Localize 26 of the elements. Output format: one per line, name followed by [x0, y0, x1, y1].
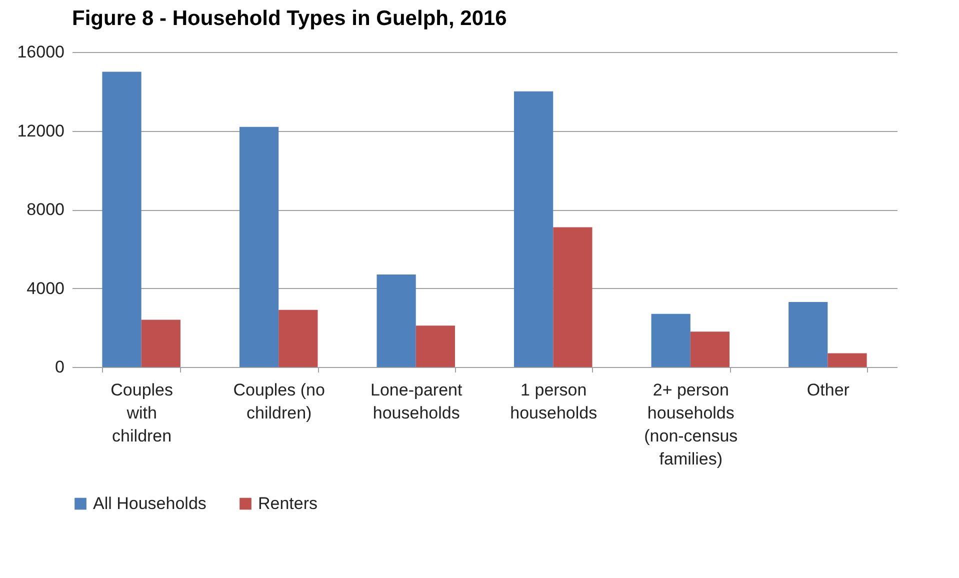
x-tick-label: Other: [806, 380, 850, 400]
y-tick-label: 16000: [17, 42, 64, 62]
y-tick-label: 4000: [26, 278, 64, 298]
bar: [102, 72, 142, 367]
bar: [553, 227, 592, 367]
bar: [278, 310, 318, 367]
x-tick-label: 1 person households: [510, 380, 598, 422]
bar: [690, 332, 730, 367]
bar: [239, 126, 279, 367]
x-tick-label: Couples with children: [110, 380, 174, 446]
bar: [514, 91, 554, 367]
bar: [416, 326, 455, 367]
chart-title: Figure 8 - Household Types in Guelph, 2016: [72, 7, 507, 30]
x-tick-label: 2+ person households (non-census families): [644, 380, 738, 468]
bar: [141, 320, 180, 367]
bar: [828, 353, 867, 367]
y-tick-label: 0: [55, 358, 64, 376]
y-tick-label: 8000: [26, 200, 64, 219]
legend-label: All Households: [93, 494, 206, 513]
y-tick-label: 12000: [17, 121, 64, 140]
x-tick-label: Couples (no children): [233, 380, 325, 422]
legend-label: Renters: [258, 494, 318, 513]
x-tick-label: Lone-parent households: [370, 380, 462, 422]
bar: [788, 302, 828, 367]
bar: [376, 274, 416, 367]
bar: [651, 314, 690, 367]
